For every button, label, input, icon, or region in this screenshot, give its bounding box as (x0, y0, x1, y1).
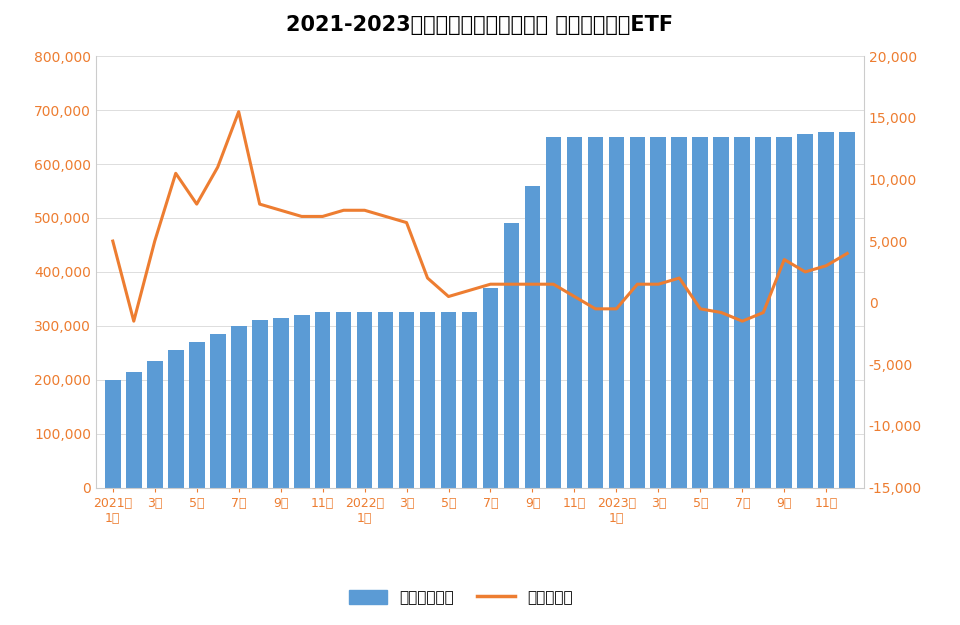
Bar (671, 137, 687, 488)
Bar (441, 312, 456, 488)
Bar (273, 318, 289, 488)
Bar (504, 223, 519, 488)
Bar (462, 312, 477, 488)
Bar (210, 334, 226, 488)
Bar (189, 342, 204, 488)
Bar (777, 137, 792, 488)
Bar (609, 137, 624, 488)
Bar (839, 132, 855, 488)
Bar (483, 288, 498, 488)
Bar (588, 137, 603, 488)
Title: 2021-2023年　投資額と利益の推移 トライオートETF: 2021-2023年 投資額と利益の推移 トライオートETF (286, 15, 674, 35)
Bar (252, 321, 268, 488)
Bar (420, 312, 436, 488)
Bar (147, 361, 162, 488)
Bar (315, 312, 330, 488)
Legend: 投資額（円）, 利益（円）: 投資額（円）, 利益（円） (343, 584, 579, 611)
Bar (294, 315, 309, 488)
Bar (734, 137, 750, 488)
Bar (377, 312, 394, 488)
Bar (630, 137, 645, 488)
Bar (756, 137, 771, 488)
Bar (357, 312, 372, 488)
Bar (651, 137, 666, 488)
Bar (168, 350, 183, 488)
Bar (692, 137, 708, 488)
Bar (230, 326, 247, 488)
Bar (105, 379, 121, 488)
Bar (566, 137, 583, 488)
Bar (398, 312, 415, 488)
Bar (798, 134, 813, 488)
Bar (126, 372, 142, 488)
Bar (336, 312, 351, 488)
Bar (545, 137, 562, 488)
Bar (524, 186, 540, 488)
Bar (713, 137, 730, 488)
Bar (818, 132, 834, 488)
